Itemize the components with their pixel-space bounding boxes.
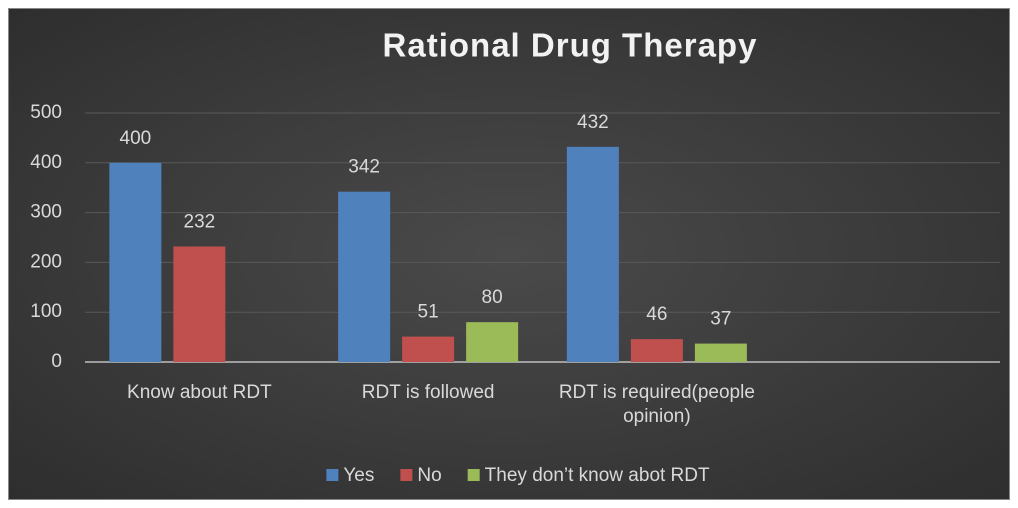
y-tick-label: 100 xyxy=(30,301,62,322)
bar xyxy=(630,339,683,362)
bar xyxy=(566,146,619,362)
x-tick-label: Know about RDT xyxy=(127,382,272,403)
y-tick-label: 200 xyxy=(30,251,62,272)
data-label: 342 xyxy=(348,157,380,178)
y-tick-label: 500 xyxy=(30,102,62,123)
bar xyxy=(402,336,455,362)
legend-swatch xyxy=(326,469,339,481)
bar xyxy=(466,322,519,362)
x-tick-label: RDT is required(people opinion) xyxy=(558,382,755,427)
bar xyxy=(109,162,162,362)
y-tick-label: 0 xyxy=(51,351,62,372)
legend-label: They don’t know abot RDT xyxy=(485,465,710,486)
data-label: 46 xyxy=(646,304,667,325)
legend-swatch xyxy=(467,469,480,481)
y-tick-label: 400 xyxy=(30,152,62,173)
data-label: 51 xyxy=(418,302,439,323)
data-label: 432 xyxy=(577,112,609,133)
bar xyxy=(338,191,391,362)
legend-label: No xyxy=(417,465,441,486)
y-tick-label: 300 xyxy=(30,202,62,223)
x-tick-label: RDT is followed xyxy=(361,382,495,403)
data-label: 80 xyxy=(482,287,503,308)
data-label: 232 xyxy=(184,211,216,232)
bar xyxy=(173,246,226,362)
data-label: 400 xyxy=(120,128,152,149)
legend-swatch xyxy=(400,469,413,481)
chart-title: Rational Drug Therapy xyxy=(383,27,758,64)
bar xyxy=(694,343,747,362)
data-label: 37 xyxy=(710,309,731,330)
legend-label: Yes xyxy=(343,465,374,486)
